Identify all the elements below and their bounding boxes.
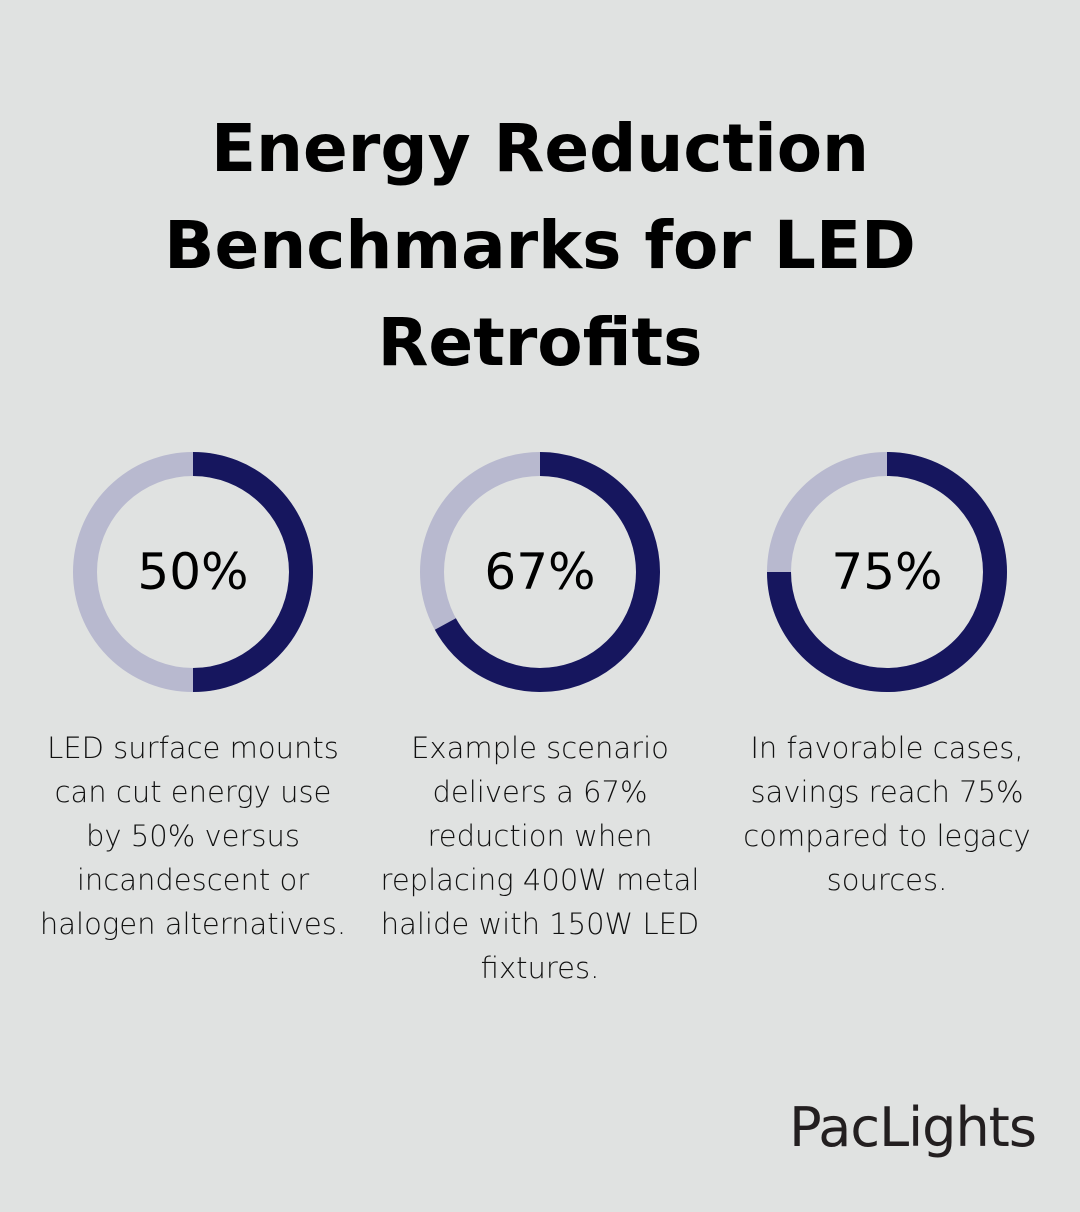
- donut-filled-segment: [767, 452, 1007, 692]
- stat-card-2: 67% Example scenario delivers a 67% redu…: [370, 450, 710, 990]
- percent-label: 67%: [484, 543, 596, 601]
- donut-chart: [420, 452, 660, 692]
- donut-chart: [73, 452, 313, 692]
- stat-description: LED surface mounts can cut energy use by…: [39, 731, 347, 941]
- donut-filled-segment: [434, 452, 660, 692]
- paclights-logo: PacLights: [789, 1096, 1037, 1159]
- page-title: Energy Reduction Benchmarks for LED Retr…: [164, 110, 916, 381]
- percent-label: 75%: [831, 543, 943, 601]
- donut-chart: [767, 452, 1007, 692]
- percent-label: 50%: [137, 543, 249, 601]
- donut-filled-segment: [192, 452, 313, 692]
- stat-card-1: 50% LED surface mounts can cut energy us…: [23, 450, 363, 946]
- stat-card-3: 75% In favorable cases, savings reach 75…: [717, 450, 1057, 902]
- stat-description: In favorable cases, savings reach 75% co…: [743, 731, 1031, 897]
- stat-description: Example scenario delivers a 67% reductio…: [380, 731, 700, 985]
